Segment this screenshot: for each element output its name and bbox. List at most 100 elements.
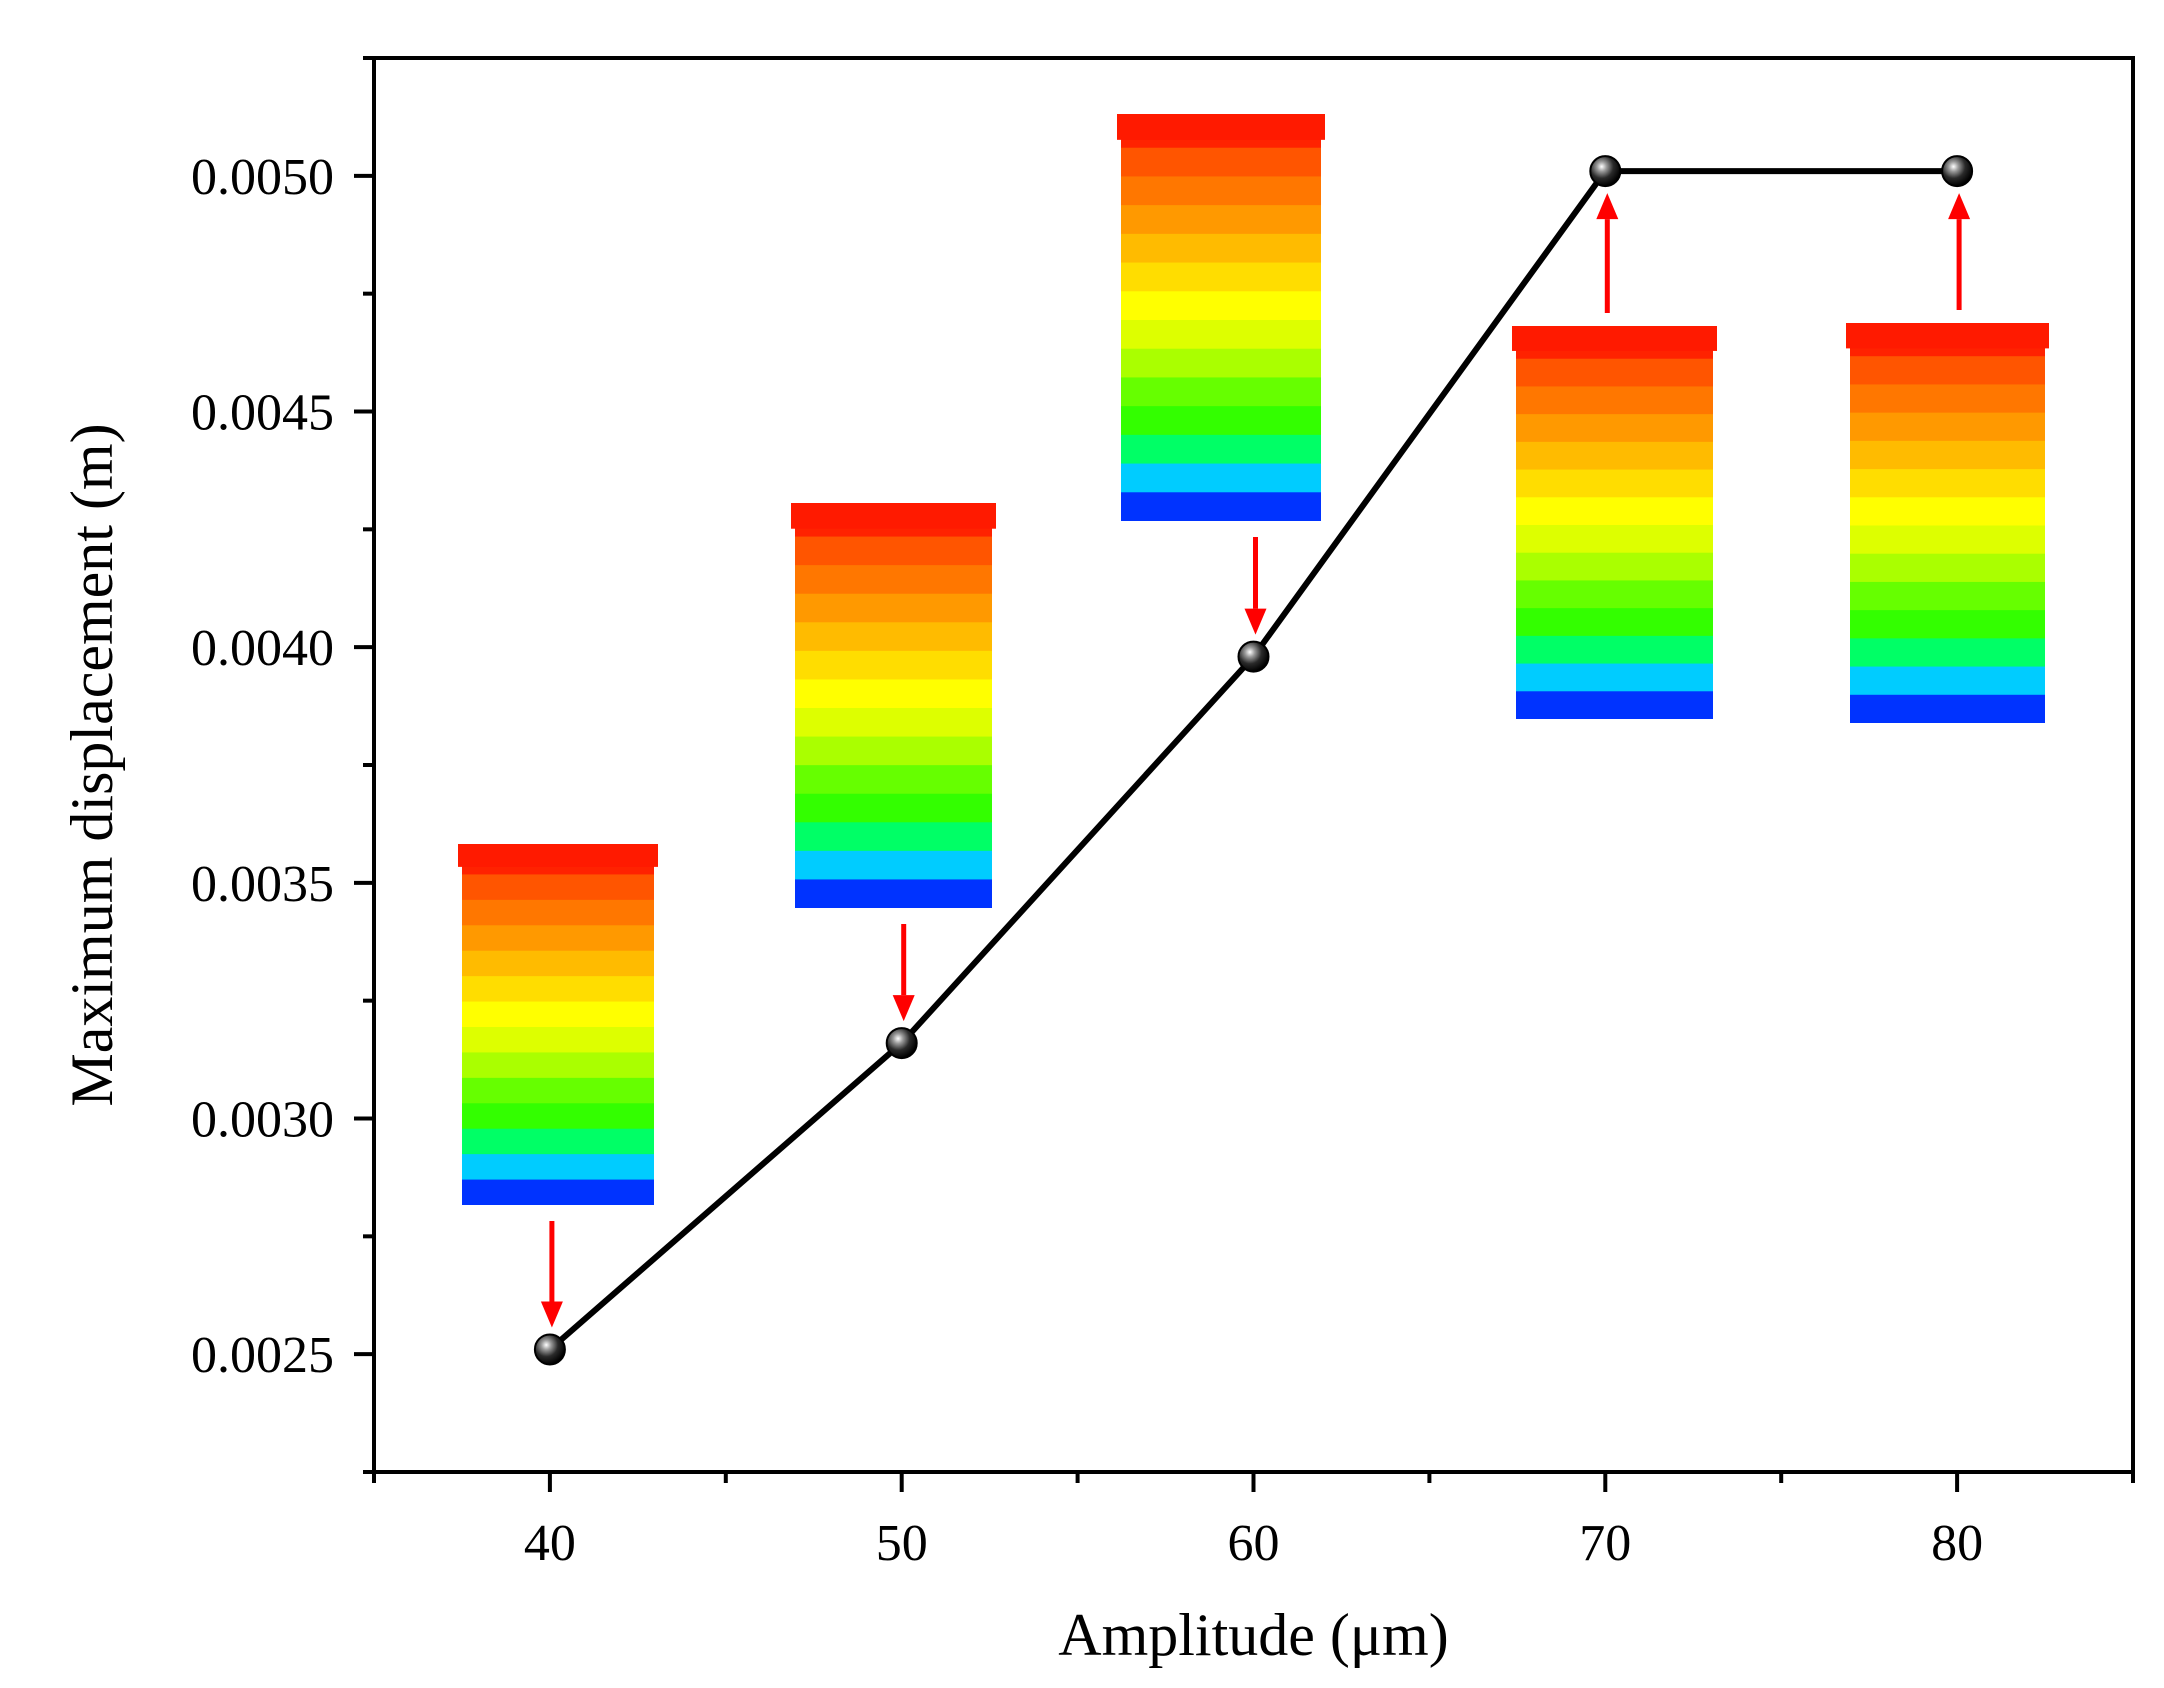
contour-band xyxy=(462,1178,654,1205)
contour-band xyxy=(1516,662,1713,692)
contour-band xyxy=(1121,146,1321,177)
contour-top-band xyxy=(1512,326,1717,351)
contour-band xyxy=(795,649,992,680)
contour-top-band xyxy=(1846,323,2049,349)
contour-top-band xyxy=(458,844,658,867)
contour-band xyxy=(462,1026,654,1053)
y-tick-label: 0.0045 xyxy=(191,385,334,442)
contour-band xyxy=(1850,665,2045,695)
contour-band xyxy=(1516,607,1713,636)
contour-band xyxy=(462,898,654,926)
arrow-head xyxy=(892,995,915,1022)
y-tick-label: 0.0050 xyxy=(191,149,334,206)
contour-band xyxy=(1516,524,1713,553)
contour-band xyxy=(1850,439,2045,470)
contour-band xyxy=(462,873,654,900)
y-tick-label: 0.0035 xyxy=(191,856,334,913)
contour-band xyxy=(1121,261,1321,292)
contour-top-band xyxy=(791,503,996,529)
contour-band xyxy=(1850,524,2045,554)
contour-band xyxy=(1516,579,1713,609)
contour-band xyxy=(462,949,654,977)
contour-band xyxy=(1516,468,1713,498)
contour-band xyxy=(1516,496,1713,525)
contour-band xyxy=(1121,319,1321,349)
contour-band xyxy=(795,564,992,594)
contour-band xyxy=(1850,580,2045,611)
contour-band xyxy=(795,535,992,566)
contour-band xyxy=(795,878,992,908)
contour-inset xyxy=(458,844,658,1205)
x-tick-label: 50 xyxy=(876,1515,928,1572)
contour-band xyxy=(1850,637,2045,667)
contour-inset xyxy=(1512,326,1717,719)
contour-band xyxy=(795,735,992,766)
contour-band xyxy=(1850,383,2045,413)
contour-band xyxy=(462,1000,654,1027)
contour-band xyxy=(462,1102,654,1129)
contour-insets xyxy=(458,114,2049,1205)
y-tick-label: 0.0025 xyxy=(191,1327,334,1384)
x-tick-label: 40 xyxy=(524,1515,576,1572)
contour-band xyxy=(1516,440,1713,470)
x-tick-label: 60 xyxy=(1228,1515,1280,1572)
contour-band xyxy=(1121,405,1321,435)
contour-band xyxy=(795,621,992,651)
contour-band xyxy=(795,821,992,851)
y-axis-title: Maximum displacement (m) xyxy=(59,423,125,1106)
contour-band xyxy=(1516,357,1713,387)
contour-band xyxy=(1121,491,1321,521)
contour-inset xyxy=(1117,114,1325,521)
contour-band xyxy=(1121,347,1321,378)
x-axis-title: Amplitude (μm) xyxy=(1058,1602,1448,1668)
contour-band xyxy=(1121,290,1321,320)
y-tick-label: 0.0040 xyxy=(191,620,334,677)
axes: 40 50 60 70 80 0.0025 0.0030 0.0035 0.0040 0.0045… xyxy=(191,56,2135,1572)
contour-band xyxy=(1516,385,1713,415)
contour-band xyxy=(1121,204,1321,234)
x-tick-label: 80 xyxy=(1931,1515,1983,1572)
data-point xyxy=(533,1333,566,1366)
arrow-head xyxy=(1596,193,1619,220)
contour-band xyxy=(795,849,992,880)
contour-band xyxy=(1121,232,1321,263)
arrow-up-icon xyxy=(1948,193,1971,310)
arrow-down-icon xyxy=(892,924,915,1022)
x-tick-label: 70 xyxy=(1579,1515,1631,1572)
arrow-up-icon xyxy=(1596,193,1619,313)
data-point xyxy=(885,1027,918,1060)
contour-band xyxy=(1850,693,2045,723)
contour-band xyxy=(1850,355,2045,385)
contour-band xyxy=(1850,411,2045,441)
contour-band xyxy=(795,764,992,794)
series xyxy=(533,155,1974,1366)
contour-inset xyxy=(791,503,996,908)
contour-band xyxy=(462,1076,654,1104)
contour-band xyxy=(1850,468,2045,498)
contour-band xyxy=(462,924,654,951)
contour-band xyxy=(1516,634,1713,664)
contour-band xyxy=(795,678,992,708)
arrow-head xyxy=(540,1301,563,1328)
y-tick-label: 0.0030 xyxy=(191,1092,334,1149)
contour-band xyxy=(462,1051,654,1078)
annotation-arrows xyxy=(540,193,1971,1328)
arrow-head xyxy=(1244,608,1267,635)
contour-band xyxy=(1121,175,1321,206)
contour-band xyxy=(795,592,992,623)
data-point xyxy=(1941,155,1974,188)
contour-band xyxy=(1850,552,2045,582)
arrow-down-icon xyxy=(1244,537,1267,635)
contour-top-band xyxy=(1117,114,1325,140)
contour-inset xyxy=(1846,323,2049,723)
contour-band xyxy=(1516,413,1713,442)
contour-band xyxy=(1516,551,1713,581)
arrow-head xyxy=(1948,193,1971,220)
contour-band xyxy=(462,975,654,1002)
data-point xyxy=(1589,155,1622,188)
arrow-down-icon xyxy=(540,1221,563,1328)
contour-band xyxy=(1850,496,2045,526)
contour-band xyxy=(1850,609,2045,639)
contour-band xyxy=(795,792,992,823)
